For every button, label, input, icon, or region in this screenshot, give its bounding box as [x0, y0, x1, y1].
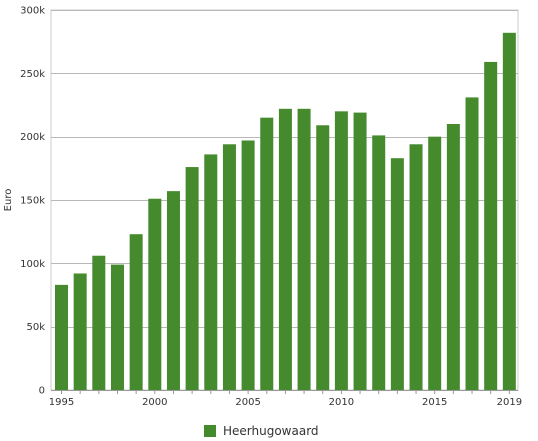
bar-2016[interactable] [446, 124, 460, 390]
bar-2010[interactable] [334, 111, 348, 390]
y-tick-label: 150k [20, 196, 45, 207]
y-tick-label: 300k [20, 6, 45, 17]
y-tick-label: 50k [26, 322, 45, 333]
bar-2006[interactable] [260, 117, 274, 391]
x-tick-label: 2015 [422, 397, 447, 408]
bar-2013[interactable] [390, 158, 404, 390]
bar-2014[interactable] [409, 144, 423, 390]
x-tick-label: 2000 [142, 397, 167, 408]
bar-1999[interactable] [129, 234, 143, 390]
y-tick-label: 250k [20, 69, 45, 80]
bar-1995[interactable] [55, 284, 68, 390]
bar-2007[interactable] [278, 108, 292, 391]
y-axis-ticks: 0 50k 100k 150k 200k 250k 300k [20, 6, 45, 397]
legend-swatch [204, 425, 216, 437]
bar-2009[interactable] [316, 125, 330, 391]
bar-2003[interactable] [204, 154, 218, 390]
bar-2015[interactable] [428, 136, 442, 390]
bar-2005[interactable] [241, 140, 255, 390]
y-tick-label: 100k [20, 259, 45, 270]
bar-2018[interactable] [484, 61, 498, 391]
bar-2001[interactable] [166, 191, 180, 390]
bar-2012[interactable] [372, 135, 386, 390]
y-tick-label: 200k [20, 132, 45, 143]
y-tick-label: 0 [39, 386, 45, 397]
x-tick-label: 2005 [235, 397, 260, 408]
x-tick-label: 2010 [329, 397, 354, 408]
bars [55, 32, 516, 391]
bar-2004[interactable] [222, 144, 236, 390]
x-axis-ticks: 1995 2000 2005 2010 2015 2019 [49, 390, 522, 408]
bar-1996[interactable] [73, 273, 87, 390]
bar-2008[interactable] [297, 108, 311, 391]
bar-1997[interactable] [92, 255, 106, 390]
legend-label: Heerhugowaard [223, 424, 319, 438]
bar-2000[interactable] [148, 198, 162, 390]
y-axis-title: Euro [3, 189, 14, 212]
legend[interactable]: Heerhugowaard [204, 423, 319, 439]
bar-2011[interactable] [353, 112, 367, 390]
x-tick-label: 1995 [49, 397, 74, 408]
bar-2002[interactable] [185, 167, 199, 390]
x-tick-label: 2019 [497, 397, 522, 408]
bar-2019[interactable] [502, 32, 516, 391]
bar-1998[interactable] [110, 264, 124, 390]
bar-2017[interactable] [465, 97, 479, 391]
